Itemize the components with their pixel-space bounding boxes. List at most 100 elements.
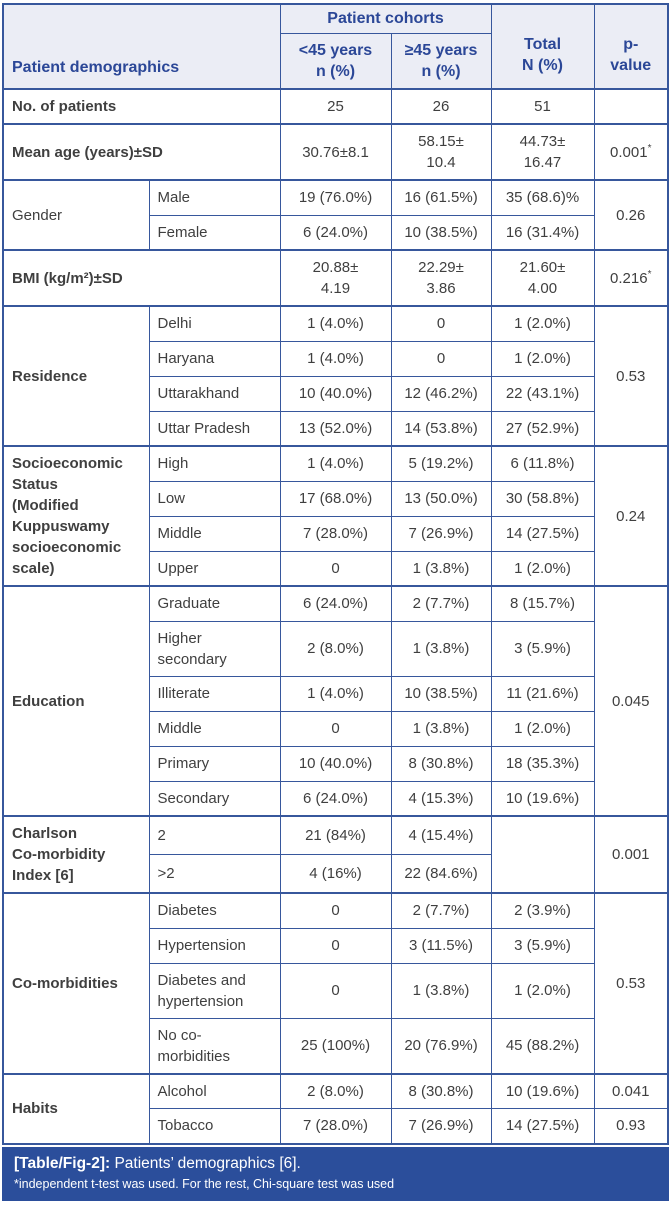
table-row: Middle 0 1 (3.8%) 1 (2.0%): [3, 710, 668, 747]
row-sub-label: Graduate: [148, 585, 281, 622]
figure-caption-bar: [Table/Fig-2]: Patients’ demographics [6…: [2, 1146, 669, 1201]
value-total: 10 (19.6%): [490, 780, 595, 817]
table-body: No. of patients 25 26 51 Mean age (years)±SD…: [2, 88, 669, 1144]
value-total: 51: [490, 88, 595, 125]
row-sub-label: Middle: [148, 515, 281, 552]
value-over45: 2 (7.7%): [390, 892, 492, 929]
row-sub-label: Uttarakhand: [148, 375, 281, 412]
value-total: 1 (2.0%): [490, 340, 595, 377]
value-total: 18 (35.3%): [490, 745, 595, 782]
value-under45: 13 (52.0%): [279, 410, 392, 447]
value-over45: 1 (3.8%): [390, 962, 492, 1019]
p-value-cell: 0.001: [593, 815, 669, 894]
demographics-table: Patient demographics Patient cohorts Tot…: [2, 3, 669, 1145]
value-total: 8 (15.7%): [490, 585, 595, 622]
value-under45: 1 (4.0%): [279, 445, 392, 482]
value-total: 1 (2.0%): [490, 305, 595, 342]
p-value-cell: 0.93: [593, 1108, 669, 1144]
p-value-cell: 0.041: [593, 1072, 669, 1109]
row-sub-label: Higher secondary: [148, 620, 281, 677]
value-total: 16 (31.4%): [490, 214, 595, 251]
value-over45: 26: [390, 88, 492, 125]
value-under45: 25: [279, 88, 392, 125]
table-row: Hypertension 0 3 (11.5%) 3 (5.9%): [3, 927, 668, 964]
table-row: Upper 0 1 (3.8%) 1 (2.0%): [3, 550, 668, 587]
value-total: 1 (2.0%): [490, 962, 595, 1019]
table-row: >2 4 (16%) 22 (84.6%): [3, 854, 668, 894]
value-under45: 10 (40.0%): [279, 375, 392, 412]
table-header: Patient demographics Patient cohorts Tot…: [2, 3, 669, 90]
table-row: Socioeconomic Status (Modified Kuppuswam…: [2, 445, 669, 587]
value-total: 27 (52.9%): [490, 410, 595, 447]
column-header-demographics: Patient demographics: [2, 3, 281, 90]
row-sub-label: Delhi: [148, 305, 281, 342]
value-total: 22 (43.1%): [490, 375, 595, 412]
table-row: Female 6 (24.0%) 10 (38.5%) 16 (31.4%): [3, 214, 668, 251]
row-sub-label: 2: [148, 815, 281, 855]
value-total: 6 (11.8%): [490, 445, 595, 482]
value-under45: 25 (100%): [279, 1017, 392, 1074]
column-header-cohorts-group: Patient cohorts: [279, 3, 492, 34]
table-row: Uttarakhand 10 (40.0%) 12 (46.2%) 22 (43.1%…: [3, 375, 668, 412]
p-value-cell: 0.53: [593, 305, 669, 447]
value-under45: 21 (84%): [279, 815, 392, 855]
column-header-over45: ≥45 years n (%): [390, 32, 492, 90]
row-sub-label: High: [148, 445, 281, 482]
row-sub-label: Haryana: [148, 340, 281, 377]
table-row: Middle 7 (28.0%) 7 (26.9%) 14 (27.5%): [3, 515, 668, 552]
value-total: 14 (27.5%): [490, 1108, 595, 1144]
row-group-label: Socioeconomic Status (Modified Kuppuswam…: [2, 445, 150, 587]
value-under45: 0: [279, 892, 392, 929]
value-total-merged: [490, 815, 595, 894]
figure-caption-text: Patients’ demographics [6].: [114, 1154, 301, 1172]
table-row: Haryana 1 (4.0%) 0 1 (2.0%): [3, 340, 668, 377]
value-over45: 10 (38.5%): [390, 675, 492, 712]
value-under45: 2 (8.0%): [279, 620, 392, 677]
table-row: Residence Delhi 1 (4.0%) 0 1 (2.0%) 0.53: [2, 305, 669, 447]
row-sub-label: Diabetes: [148, 892, 281, 929]
p-value-footnote-marker: *: [647, 268, 652, 280]
value-under45: 1 (4.0%): [279, 340, 392, 377]
table-row: No co- morbidities 25 (100%) 20 (76.9%) 45 …: [3, 1017, 668, 1074]
value-over45: 4 (15.4%): [390, 815, 492, 855]
row-group-label: Education: [2, 585, 150, 817]
table-row: Diabetes and hypertension 0 1 (3.8%) 1 (2.0…: [3, 962, 668, 1019]
p-value-cell: 0.24: [593, 445, 669, 587]
row-sub-label: Female: [148, 214, 281, 251]
table-row: Tobacco 7 (28.0%) 7 (26.9%) 14 (27.5%) 0.93: [3, 1108, 669, 1144]
value-total: 1 (2.0%): [490, 710, 595, 747]
value-over45: 8 (30.8%): [390, 1072, 492, 1109]
column-header-under45: <45 years n (%): [279, 32, 392, 90]
row-sub-label: Uttar Pradesh: [148, 410, 281, 447]
value-over45: 20 (76.9%): [390, 1017, 492, 1074]
row-sub-label: Male: [148, 179, 281, 216]
figure-caption: [Table/Fig-2]: Patients’ demographics [6…: [14, 1154, 659, 1174]
row-sub-label: Alcohol: [148, 1072, 281, 1109]
value-under45: 6 (24.0%): [279, 780, 392, 817]
table-row: Mean age (years)±SD 30.76±8.1 58.15± 10.4 4…: [2, 123, 669, 181]
table-row: Higher secondary 2 (8.0%) 1 (3.8%) 3 (5.9%): [3, 620, 668, 677]
row-sub-label: Diabetes and hypertension: [148, 962, 281, 1019]
row-group-label: Gender: [2, 179, 150, 251]
value-total: 3 (5.9%): [490, 620, 595, 677]
value-over45: 7 (26.9%): [390, 1108, 492, 1144]
value-over45: 1 (3.8%): [390, 710, 492, 747]
value-under45: 20.88± 4.19: [279, 249, 392, 307]
value-total: 35 (68.6)%: [490, 179, 595, 216]
value-under45: 0: [279, 710, 392, 747]
row-group-label: Mean age (years)±SD: [2, 123, 281, 181]
figure-footnote: *independent t-test was used. For the re…: [14, 1176, 395, 1191]
value-total: 1 (2.0%): [490, 550, 595, 587]
row-sub-label: Low: [148, 480, 281, 517]
value-total: 11 (21.6%): [490, 675, 595, 712]
value-over45: 8 (30.8%): [390, 745, 492, 782]
value-total: 10 (19.6%): [490, 1072, 595, 1109]
row-sub-label: Middle: [148, 710, 281, 747]
value-total: 3 (5.9%): [490, 927, 595, 964]
table-row: Education Graduate 6 (24.0%) 2 (7.7%) 8 (15.…: [2, 585, 669, 817]
value-under45: 6 (24.0%): [279, 585, 392, 622]
row-sub-label: Tobacco: [148, 1108, 281, 1144]
table-row: No. of patients 25 26 51: [2, 88, 669, 125]
value-over45: 58.15± 10.4: [390, 123, 492, 181]
